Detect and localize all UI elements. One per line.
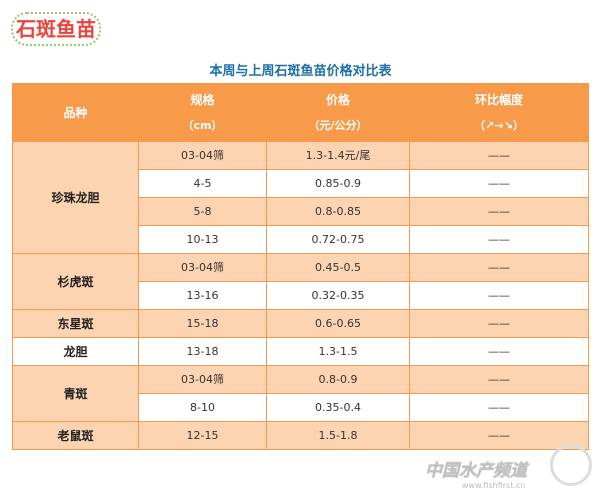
watermark-text: 中国水产频道 (425, 461, 527, 481)
header-unit: （↗→↘） (474, 118, 524, 132)
header-label: 环比幅度 (474, 92, 523, 107)
spec-cell: 4-5 (138, 169, 267, 198)
spec-cell: 03-04筛 (138, 141, 267, 170)
spec-cell: 13-16 (138, 281, 267, 310)
price-cell: 0.32-0.35 (266, 281, 410, 310)
variety-cell: 杉虎斑 (12, 253, 139, 310)
change-cell: —— (409, 337, 589, 366)
variety-cell: 龙胆 (12, 337, 139, 366)
header-variety: 品种 (12, 83, 139, 142)
watermark-url: www.fishfirst.cn (462, 481, 526, 490)
price-cell: 0.72-0.75 (266, 225, 410, 254)
spec-cell: 15-18 (138, 309, 267, 338)
globe-logo-icon (550, 444, 592, 486)
header-label: 规格 (190, 92, 215, 107)
variety-cell: 青斑 (12, 365, 139, 422)
change-cell: —— (409, 309, 589, 338)
variety-cell: 珍珠龙胆 (12, 141, 139, 254)
price-cell: 1.3-1.5 (266, 337, 410, 366)
change-cell: —— (409, 141, 589, 170)
price-cell: 0.6-0.65 (266, 309, 410, 338)
table-row: 老鼠斑 12-15 1.5-1.8 —— (12, 421, 589, 450)
change-cell: —— (409, 281, 589, 310)
spec-cell: 03-04筛 (138, 253, 267, 282)
table-row: 龙胆 13-18 1.3-1.5 —— (12, 337, 589, 366)
variety-cell: 老鼠斑 (12, 421, 139, 450)
change-cell: —— (409, 225, 589, 254)
header-label: 价格 (325, 92, 350, 107)
table-row: 青斑 03-04筛 0.8-0.9 —— (12, 365, 589, 422)
header-unit: （cm） (182, 118, 223, 132)
header-price: 价格 （元/公分） (266, 83, 410, 142)
spec-cell: 10-13 (138, 225, 267, 254)
price-cell: 1.3-1.4元/尾 (266, 141, 410, 170)
table-row: 东星斑 15-18 0.6-0.65 —— (12, 309, 589, 338)
spec-cell: 03-04筛 (138, 365, 267, 394)
table-row: 珍珠龙胆 03-04筛 1.3-1.4元/尾 —— (12, 141, 589, 254)
header-change: 环比幅度 （↗→↘） (409, 83, 589, 142)
section-badge: 石斑鱼苗 (11, 12, 101, 46)
table-title: 本周与上周石斑鱼苗价格对比表 (209, 64, 392, 79)
change-cell: —— (409, 197, 589, 226)
change-cell: —— (409, 169, 589, 198)
price-cell: 0.8-0.85 (266, 197, 410, 226)
price-cell: 0.8-0.9 (266, 365, 410, 394)
header-unit: （元/公分） (308, 118, 368, 132)
change-cell: —— (409, 253, 589, 282)
spec-cell: 13-18 (138, 337, 267, 366)
price-cell: 0.35-0.4 (266, 393, 410, 422)
header-label: 品种 (63, 105, 88, 120)
price-cell: 0.45-0.5 (266, 253, 410, 282)
variety-cell: 东星斑 (12, 309, 139, 338)
spec-cell: 8-10 (138, 393, 267, 422)
change-cell: —— (409, 365, 589, 394)
price-cell: 0.85-0.9 (266, 169, 410, 198)
change-cell: —— (409, 421, 589, 450)
price-table: 品种 规格 （cm） 价格 （元/公分） 环比幅度 （↗→↘） 珍珠龙胆 03-04筛 1… (12, 83, 589, 450)
spec-cell: 12-15 (138, 421, 267, 450)
price-cell: 1.5-1.8 (266, 421, 410, 450)
table-row: 杉虎斑 03-04筛 0.45-0.5 —— (12, 253, 589, 310)
table-header: 品种 规格 （cm） 价格 （元/公分） 环比幅度 （↗→↘） (12, 83, 589, 142)
spec-cell: 5-8 (138, 197, 267, 226)
change-cell: —— (409, 393, 589, 422)
table-row: 4-5 0.85-0.9 —— (12, 169, 589, 198)
header-spec: 规格 （cm） (138, 83, 267, 142)
